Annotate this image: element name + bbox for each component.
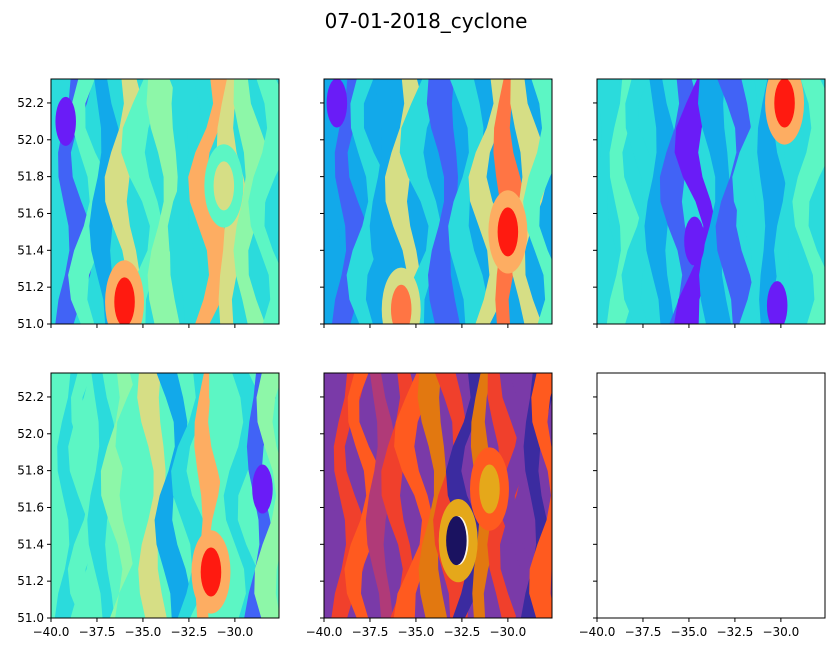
contour-field — [324, 373, 552, 618]
y-tick-label: 52.0 — [17, 427, 44, 441]
contour-band — [248, 79, 279, 324]
contour-blob — [55, 96, 76, 146]
contour-band — [346, 79, 392, 324]
y-tick-label: 51.4 — [17, 243, 44, 257]
axes-frame — [50, 78, 280, 325]
y-tick-label: 52.2 — [17, 96, 44, 110]
contour-field — [597, 79, 825, 324]
contour-band — [154, 373, 191, 618]
contour-band — [67, 373, 110, 618]
contour-band — [426, 79, 460, 324]
y-tick-label: 52.0 — [17, 133, 44, 147]
subplot-row2-col2: −40.0 −37.5 −35.0 −32.5 −30.0 — [306, 372, 553, 639]
axes-frame — [596, 78, 826, 325]
subplot-row1-col1: 51.0 51.2 51.4 51.6 51.8 52.0 52.2 — [17, 78, 280, 331]
contour-field — [51, 373, 279, 618]
y-tick-label: 51.6 — [17, 500, 44, 514]
axes-frame — [323, 372, 553, 619]
contour-blob — [684, 216, 705, 266]
contour-band — [146, 79, 180, 324]
y-tick-label: 51.4 — [17, 537, 44, 551]
x-tick-label: −32.5 — [444, 625, 481, 639]
contour-band — [621, 79, 667, 324]
x-tick-label: −37.5 — [625, 625, 662, 639]
y-tick-label: 51.2 — [17, 280, 44, 294]
x-tick-label: −32.5 — [717, 625, 754, 639]
contour-field — [324, 79, 552, 324]
x-tick-label: −40.0 — [33, 625, 70, 639]
axes-frame — [323, 78, 553, 325]
y-tick-label: 51.0 — [17, 611, 44, 625]
x-tick-label: −35.0 — [398, 625, 435, 639]
x-tick-label: −40.0 — [579, 625, 616, 639]
y-tick-label: 51.6 — [17, 206, 44, 220]
y-tick-label: 51.2 — [17, 574, 44, 588]
contour-blob — [497, 207, 519, 257]
x-tick-label: −30.0 — [216, 625, 253, 639]
axes-frame — [50, 372, 280, 619]
contour-band — [448, 79, 488, 324]
contour-blob — [326, 79, 348, 128]
x-tick-label: −35.0 — [671, 625, 708, 639]
subplot-row2-col1: −40.0 −37.5 −35.0 −32.5 −30.0 51.0 51.2 51.4 51.… — [17, 372, 280, 639]
contour-band — [137, 373, 167, 618]
y-tick-label: 51.8 — [17, 170, 44, 184]
contour-blob — [390, 284, 412, 324]
contour-band — [757, 79, 790, 324]
contour-blob — [479, 464, 500, 514]
x-tick-label: −32.5 — [171, 625, 208, 639]
contour-band — [167, 79, 208, 324]
x-tick-label: −30.0 — [762, 625, 799, 639]
subplot-row1-col3 — [593, 78, 826, 328]
subplot-row2-col3: −40.0 −37.5 −35.0 −32.5 −30.0 — [579, 372, 826, 639]
contour-blob — [114, 277, 135, 324]
x-tick-label: −37.5 — [352, 625, 389, 639]
subplot-row1-col2 — [320, 78, 553, 328]
x-tick-label: −35.0 — [125, 625, 162, 639]
y-tick-label: 51.8 — [17, 464, 44, 478]
contour-blob — [213, 161, 235, 211]
contour-band — [417, 373, 448, 618]
contour-band — [365, 373, 397, 618]
contour-band — [68, 79, 114, 324]
contour-blob — [200, 547, 222, 597]
x-tick-label: −37.5 — [79, 625, 116, 639]
x-tick-label: −40.0 — [306, 625, 343, 639]
x-tick-label: −30.0 — [489, 625, 526, 639]
contour-band — [254, 373, 279, 618]
contour-band — [698, 79, 732, 324]
contour-band — [344, 373, 387, 618]
contour-blob — [446, 516, 467, 566]
contour-band — [792, 79, 825, 324]
contour-blob — [252, 464, 273, 514]
contour-field — [51, 79, 279, 324]
y-tick-label: 51.0 — [17, 317, 44, 331]
contour-band — [523, 79, 552, 324]
contour-blob — [766, 281, 788, 324]
figure-suptitle: 07-01-2018_cyclone — [325, 9, 528, 33]
contour-blob — [774, 79, 795, 128]
axes-frame — [596, 372, 826, 619]
contour-band — [529, 373, 552, 618]
y-tick-label: 52.2 — [17, 390, 44, 404]
